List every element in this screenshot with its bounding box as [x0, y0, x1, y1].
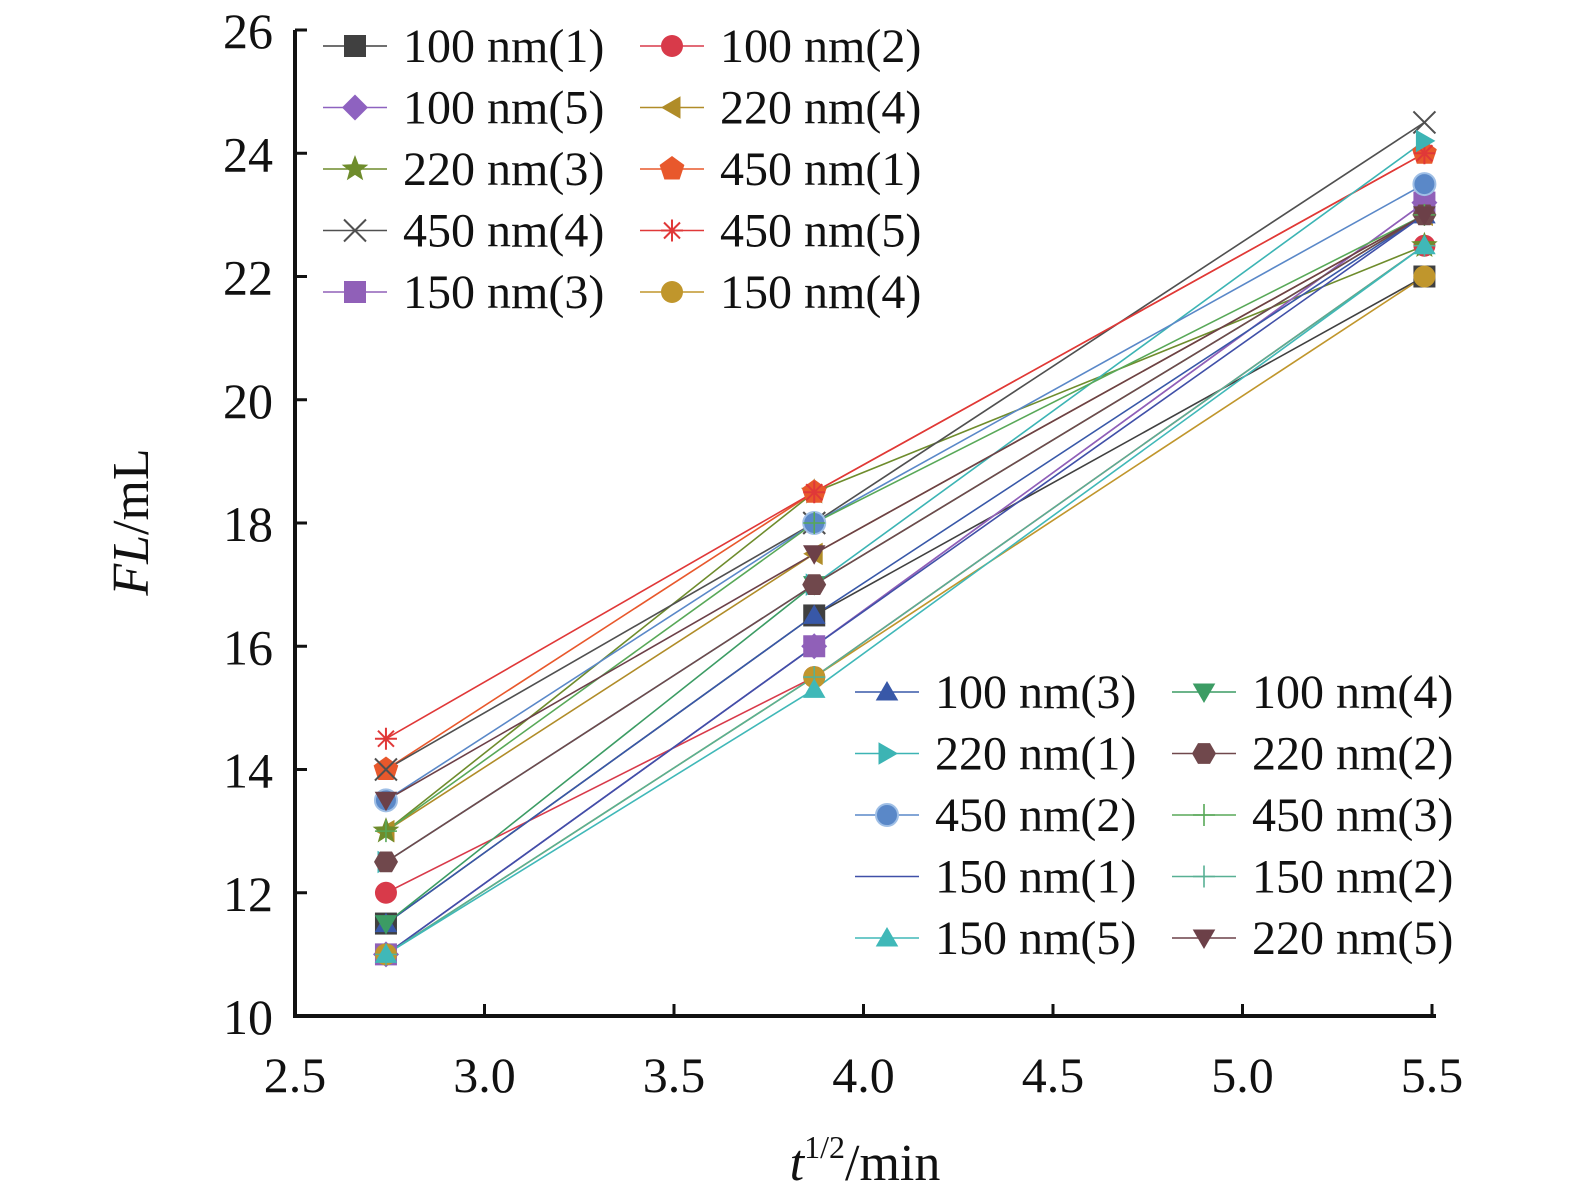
point-220-nm-2-2 — [802, 574, 827, 595]
series-line-150-nm-1 — [385, 214, 1425, 956]
legend-marker-100-nm-4 — [1192, 683, 1216, 703]
legend-label-450-nm-3: 450 nm(3) — [1252, 789, 1453, 842]
legend-label-150-nm-5: 150 nm(5) — [935, 912, 1136, 965]
point-450-nm-5-1 — [374, 727, 397, 750]
legend-bottom-right: 100 nm(3) 100 nm(4) 220 nm(1) 220 nm(2) 450 … — [855, 666, 1453, 965]
legend-label-100-nm-1: 100 nm(1) — [403, 20, 604, 73]
legend-label-220-nm-2: 220 nm(2) — [1252, 728, 1453, 781]
y-axis-label-unit: /mL — [103, 448, 160, 535]
legend-marker-220-nm-1 — [878, 742, 898, 765]
legend-label-450-nm-5: 450 nm(5) — [720, 205, 921, 258]
y-tick-label-20: 20 — [223, 373, 273, 429]
y-tick-label-10: 10 — [223, 989, 273, 1045]
legend-marker-150-nm-4 — [661, 281, 683, 303]
x-tick-label-5.0: 5.0 — [1211, 1047, 1274, 1103]
legend-marker-100-nm-3 — [875, 681, 899, 701]
legend-marker-150-nm-3 — [344, 281, 366, 303]
y-tick-label-26: 26 — [223, 3, 273, 59]
point-100-nm-3-2 — [803, 604, 826, 624]
legend-marker-220-nm-4 — [661, 96, 681, 119]
series-line-150-nm-5 — [385, 245, 1425, 956]
legend-label-220-nm-3: 220 nm(3) — [403, 143, 604, 196]
legend-marker-220-nm-2 — [1192, 743, 1216, 764]
point-220-nm-5-1 — [374, 791, 398, 812]
legend-label-220-nm-4: 220 nm(4) — [720, 82, 921, 135]
point-150-nm-4-3 — [1413, 265, 1436, 288]
legend-marker-100-nm-1 — [344, 35, 366, 57]
x-tick-label-2.5: 2.5 — [264, 1047, 327, 1103]
y-tick-label-14: 14 — [223, 743, 273, 799]
series-markers — [372, 110, 1438, 968]
point-450-nm-4-1 — [374, 757, 398, 782]
x-tick-label-5.5: 5.5 — [1401, 1047, 1464, 1103]
point-150-nm-3-2 — [803, 635, 826, 658]
y-tick-label-24: 24 — [223, 126, 273, 182]
legend-label-450-nm-1: 450 nm(1) — [720, 143, 921, 196]
x-tick-label-4.5: 4.5 — [1022, 1047, 1085, 1103]
legend-label-150-nm-1: 150 nm(1) — [935, 851, 1136, 904]
y-axis-label-symbol: FL — [103, 535, 160, 597]
legend-marker-150-nm-2 — [1193, 865, 1215, 888]
y-tick-label-16: 16 — [223, 619, 273, 675]
x-axis-label-unit: /min — [845, 1135, 940, 1192]
legend-top-left: 100 nm(1) 100 nm(2) 100 nm(5) 220 nm(4) 220 … — [323, 20, 921, 319]
x-tick-label-4.0: 4.0 — [832, 1047, 895, 1103]
point-450-nm-3-1 — [374, 820, 397, 843]
legend-marker-100-nm-5 — [342, 94, 368, 121]
y-axis-label: FL/mL — [103, 448, 160, 596]
point-220-nm-2-1 — [374, 851, 398, 873]
legend-marker-220-nm-5 — [1192, 929, 1216, 949]
legend-label-100-nm-3: 100 nm(3) — [935, 666, 1136, 719]
point-220-nm-1-3 — [1415, 129, 1436, 153]
axis-ticks: 2.5 3.0 3.5 4.0 4.5 5.0 5.5 10 12 14 16 18 20 22 24 26 — [223, 3, 1463, 1103]
legend-label-150-nm-4: 150 nm(4) — [720, 266, 921, 319]
legend-label-150-nm-3: 150 nm(3) — [403, 266, 604, 319]
legend-label-220-nm-1: 220 nm(1) — [935, 728, 1136, 781]
x-axis-label-symbol: t — [790, 1135, 806, 1192]
legend-marker-450-nm-3 — [1193, 804, 1215, 826]
point-220-nm-5-2 — [803, 545, 826, 565]
legend-marker-150-nm-5 — [875, 927, 899, 947]
y-tick-label-22: 22 — [223, 250, 273, 306]
legend-marker-450-nm-2 — [875, 803, 899, 827]
legend-marker-220-nm-3 — [341, 155, 369, 181]
point-450-nm-5-3 — [1413, 142, 1436, 165]
point-450-nm-5-2 — [803, 481, 826, 504]
legend-label-450-nm-4: 450 nm(4) — [403, 205, 604, 258]
point-150-nm-5-2 — [803, 678, 826, 698]
legend-marker-450-nm-4 — [343, 218, 367, 243]
point-150-nm-5-3 — [1413, 234, 1436, 255]
legend-label-220-nm-5: 220 nm(5) — [1252, 912, 1453, 965]
legend-label-100-nm-4: 100 nm(4) — [1252, 666, 1453, 719]
y-tick-label-18: 18 — [223, 496, 273, 552]
point-220-nm-5-3 — [1413, 206, 1436, 226]
legend-marker-100-nm-2 — [661, 35, 683, 57]
legend-label-150-nm-2: 150 nm(2) — [1252, 851, 1453, 904]
legend-label-450-nm-2: 450 nm(2) — [935, 789, 1136, 842]
y-tick-label-12: 12 — [223, 866, 273, 922]
point-450-nm-4-3 — [1412, 110, 1437, 135]
point-150-nm-5-1 — [374, 943, 398, 963]
legend-marker-450-nm-1 — [659, 156, 685, 180]
point-450-nm-2-3 — [1412, 172, 1437, 197]
series-line-150-nm-2 — [385, 245, 1425, 956]
legend-label-100-nm-5: 100 nm(5) — [403, 82, 604, 135]
point-100-nm-4-1 — [374, 915, 398, 935]
x-tick-label-3.5: 3.5 — [643, 1047, 706, 1103]
legend-label-100-nm-2: 100 nm(2) — [720, 20, 921, 73]
x-axis-label: t1/2/min — [790, 1129, 941, 1192]
x-axis-label-superscript: 1/2 — [804, 1129, 845, 1165]
legend-marker-450-nm-5 — [661, 219, 683, 242]
point-450-nm-3-2 — [803, 512, 826, 534]
x-tick-label-3.0: 3.0 — [453, 1047, 516, 1103]
point-100-nm-2-1 — [374, 881, 397, 904]
